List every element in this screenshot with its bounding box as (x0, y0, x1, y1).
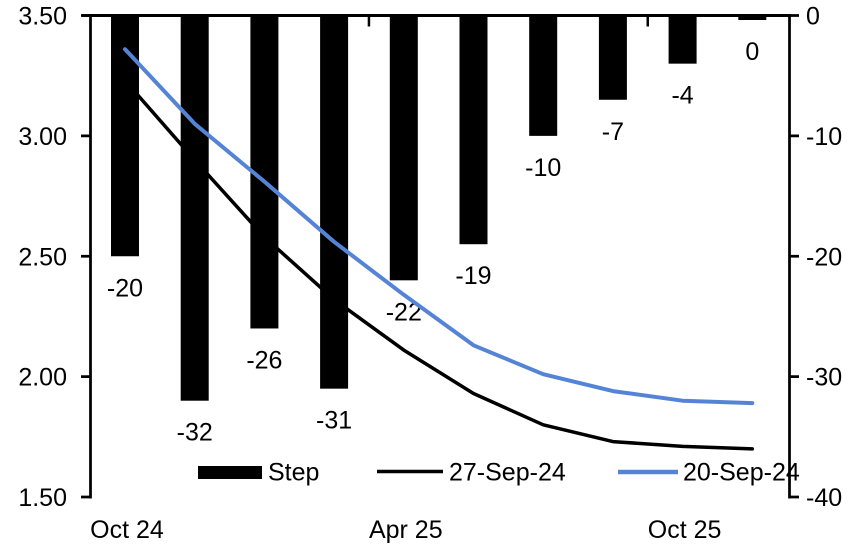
x-axis-label: Apr 25 (369, 516, 443, 544)
bar-data-label: -4 (671, 82, 693, 110)
right-axis-tick-label: -10 (806, 123, 842, 151)
bar-step-6 (529, 14, 558, 136)
bar-data-label: -20 (107, 274, 143, 302)
x-axis-label: Oct 25 (648, 516, 722, 544)
left-axis-tick-label: 2.00 (18, 364, 67, 392)
line-20-sep-24 (123, 47, 755, 406)
left-axis-tick-label: 3.50 (18, 3, 67, 31)
right-axis-tick-label: -40 (806, 484, 842, 512)
bar-step-0 (111, 14, 139, 257)
legend-27-sep-24-label: 27-Sep-24 (449, 459, 566, 487)
bar-data-label: 0 (745, 38, 759, 66)
bar-data-label: -19 (455, 262, 491, 290)
bar-step-7 (598, 14, 627, 100)
left-axis-tick-label: 3.00 (18, 123, 67, 151)
bar-data-label: -26 (246, 346, 282, 374)
bar-step-4 (389, 14, 418, 281)
legend-step-swatch (198, 466, 262, 479)
bar-step-8 (668, 14, 697, 64)
line-27-sep-24 (123, 78, 755, 451)
bar-step-5 (459, 14, 488, 245)
bar-step-1 (180, 14, 209, 401)
right-axis-tick-label: 0 (806, 3, 820, 31)
bar-step-3 (320, 14, 349, 389)
bar-data-label: -32 (177, 419, 213, 447)
right-axis-tick-label: -20 (806, 243, 842, 271)
bar-data-label: -7 (602, 118, 624, 146)
legend-step-label: Step (268, 459, 319, 487)
bar-step-2 (250, 14, 279, 329)
x-axis-label: Oct 24 (90, 516, 164, 544)
right-axis-tick-label: -30 (806, 364, 842, 392)
legend-20-sep-24-label: 20-Sep-24 (683, 459, 800, 487)
bar-data-label: -10 (525, 154, 561, 182)
bar-data-label: -31 (316, 407, 352, 435)
left-axis-tick-label: 2.50 (18, 243, 67, 271)
left-axis-tick-label: 1.50 (18, 484, 67, 512)
